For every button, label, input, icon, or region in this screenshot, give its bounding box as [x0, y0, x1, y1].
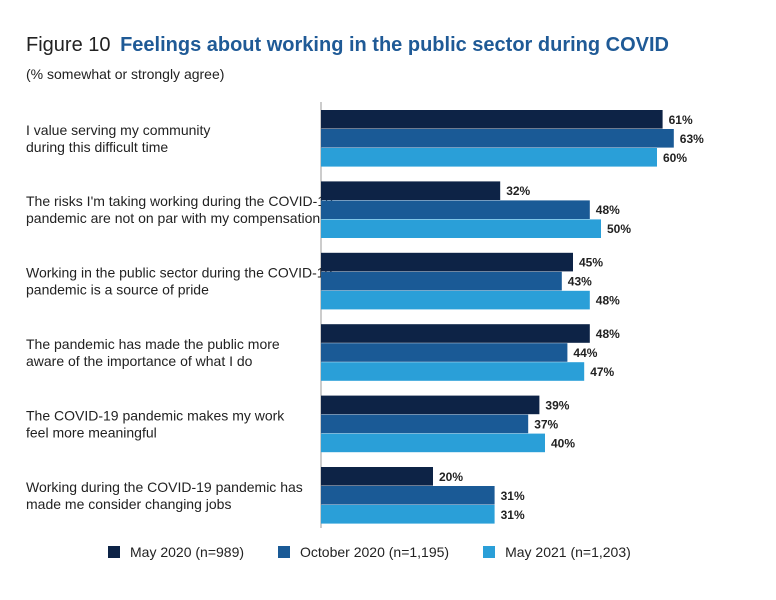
- bar: [321, 219, 601, 238]
- bar: [321, 148, 657, 167]
- legend-swatch: [108, 546, 120, 558]
- category-label-line: The COVID-19 pandemic makes my work: [26, 407, 285, 423]
- data-label: 20%: [439, 470, 463, 484]
- legend-item: May 2020 (n=989): [108, 544, 244, 560]
- legend-label: May 2021 (n=1,203): [505, 544, 631, 560]
- category-label: The risks I'm taking working during the …: [26, 193, 333, 226]
- category-label-line: Working during the COVID-19 pandemic has: [26, 479, 303, 495]
- category-label-line: The risks I'm taking working during the …: [26, 193, 333, 209]
- data-label: 61%: [669, 113, 693, 127]
- bar: [321, 271, 562, 291]
- legend-item: May 2021 (n=1,203): [483, 544, 631, 560]
- bar: [321, 486, 495, 505]
- chart-subtitle: (% somewhat or strongly agree): [26, 66, 225, 82]
- category-label-line: aware of the importance of what I do: [26, 353, 253, 369]
- category-label-line: during this difficult time: [26, 139, 168, 155]
- bar: [321, 324, 590, 343]
- bar: [321, 110, 663, 129]
- legend-item: October 2020 (n=1,195): [278, 544, 449, 560]
- chart-title: Figure 10 Feelings about working in the …: [26, 34, 669, 57]
- category-label-line: made me consider changing jobs: [26, 496, 231, 512]
- bar: [321, 200, 590, 219]
- data-label: 47%: [590, 365, 614, 379]
- bar: [321, 290, 590, 310]
- data-label: 48%: [596, 203, 620, 217]
- category-label: Working in the public sector during the …: [26, 265, 333, 298]
- data-label: 40%: [551, 436, 575, 450]
- bar: [321, 433, 545, 453]
- legend-swatch: [278, 546, 291, 558]
- chart-title-text: Feelings about working in the public sec…: [120, 34, 669, 56]
- data-label: 31%: [501, 508, 525, 522]
- data-label: 32%: [506, 184, 530, 198]
- data-label: 63%: [680, 132, 704, 146]
- data-label: 31%: [501, 489, 525, 503]
- data-label: 43%: [568, 275, 592, 289]
- category-label: I value serving my community during this …: [26, 122, 210, 155]
- category-label-line: pandemic are not on par with my compensa…: [26, 210, 320, 226]
- category-label: The COVID-19 pandemic makes my work feel …: [26, 407, 285, 440]
- data-label: 50%: [607, 222, 631, 236]
- legend-label: October 2020 (n=1,195): [300, 544, 450, 560]
- bar: [321, 181, 501, 200]
- category-label-line: I value serving my community: [26, 122, 210, 138]
- bar: [321, 467, 433, 486]
- bar: [321, 362, 585, 381]
- data-label: 37%: [534, 417, 558, 431]
- category-label-line: Working in the public sector during the …: [26, 265, 333, 281]
- category-label-line: feel more meaningful: [26, 424, 157, 440]
- category-label-line: pandemic is a source of pride: [26, 282, 209, 298]
- category-label: Working during the COVID-19 pandemic has…: [26, 479, 303, 512]
- bar: [321, 414, 529, 434]
- data-label: 60%: [663, 151, 687, 165]
- category-label: The pandemic has made the public more awa…: [26, 336, 280, 369]
- data-label: 48%: [596, 294, 620, 308]
- bar-chart: I value serving my community during this …: [26, 102, 704, 528]
- bar: [321, 129, 674, 148]
- bar: [321, 395, 540, 415]
- category-label-line: The pandemic has made the public more: [26, 336, 280, 352]
- bar: [321, 505, 495, 524]
- data-label: 45%: [579, 256, 603, 270]
- figure-label: Figure 10: [26, 34, 111, 56]
- legend-label: May 2020 (n=989): [130, 544, 245, 560]
- data-label: 44%: [573, 346, 597, 360]
- bar: [321, 252, 573, 272]
- chart-legend: May 2020 (n=989) October 2020 (n=1,195) Ma…: [108, 544, 631, 560]
- data-label: 48%: [596, 327, 620, 341]
- legend-swatch: [483, 546, 496, 558]
- data-label: 39%: [545, 398, 569, 412]
- bar: [321, 343, 568, 362]
